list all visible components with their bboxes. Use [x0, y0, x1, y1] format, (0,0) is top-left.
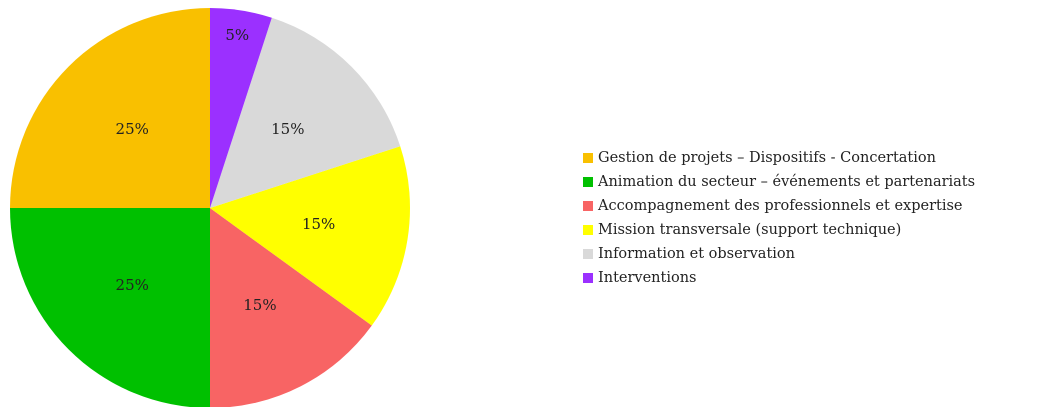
slice-label: 5%	[225, 26, 249, 44]
legend-label: Mission transversale (support technique)	[598, 222, 901, 238]
pie-slice	[210, 208, 372, 407]
pie-slice	[10, 8, 210, 208]
legend-label: Accompagnement des professionnels et exp…	[597, 198, 962, 214]
legend-swatch	[583, 225, 593, 235]
legend-label: Animation du secteur – événements et par…	[597, 174, 975, 190]
legend-label: Interventions	[598, 270, 697, 286]
pie-slice	[210, 8, 272, 208]
slice-label: 15%	[302, 215, 335, 233]
pie-slice	[210, 146, 410, 326]
legend-swatch	[583, 177, 593, 187]
legend-swatch	[583, 201, 593, 211]
slice-label: 15%	[271, 120, 304, 138]
pie-slice	[10, 208, 210, 407]
legend-swatch	[583, 249, 593, 259]
slice-label: 25%	[116, 276, 149, 294]
legend-label: Gestion de projets – Dispositifs - Conce…	[598, 150, 936, 166]
legend-label: Information et observation	[598, 246, 795, 262]
slice-label: 25%	[116, 120, 149, 138]
slice-label: 15%	[243, 296, 276, 314]
legend-swatch	[583, 153, 593, 163]
legend-swatch	[583, 273, 593, 283]
pie-slice	[210, 17, 401, 208]
